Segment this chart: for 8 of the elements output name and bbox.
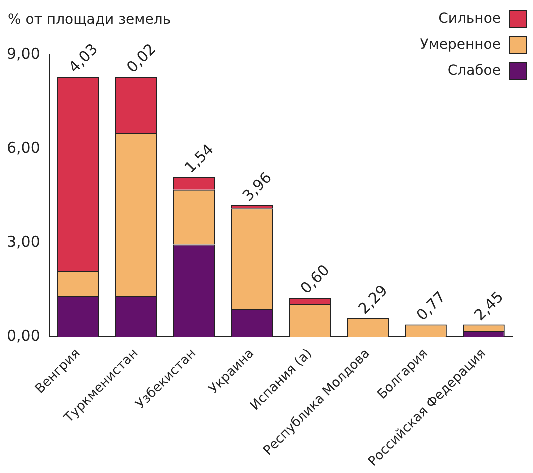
legend-label: Сильное — [438, 11, 501, 27]
legend-label: Умеренное — [420, 37, 501, 53]
y-axis-title: % от площади земель — [8, 12, 172, 28]
y-tick-label: 6,00 — [6, 138, 40, 157]
y-tick-label: 0,00 — [6, 327, 40, 346]
y-tick-label: 3,00 — [6, 233, 40, 252]
y-tick-label: 9,00 — [6, 44, 40, 63]
legend-label: Слабое — [448, 63, 501, 79]
